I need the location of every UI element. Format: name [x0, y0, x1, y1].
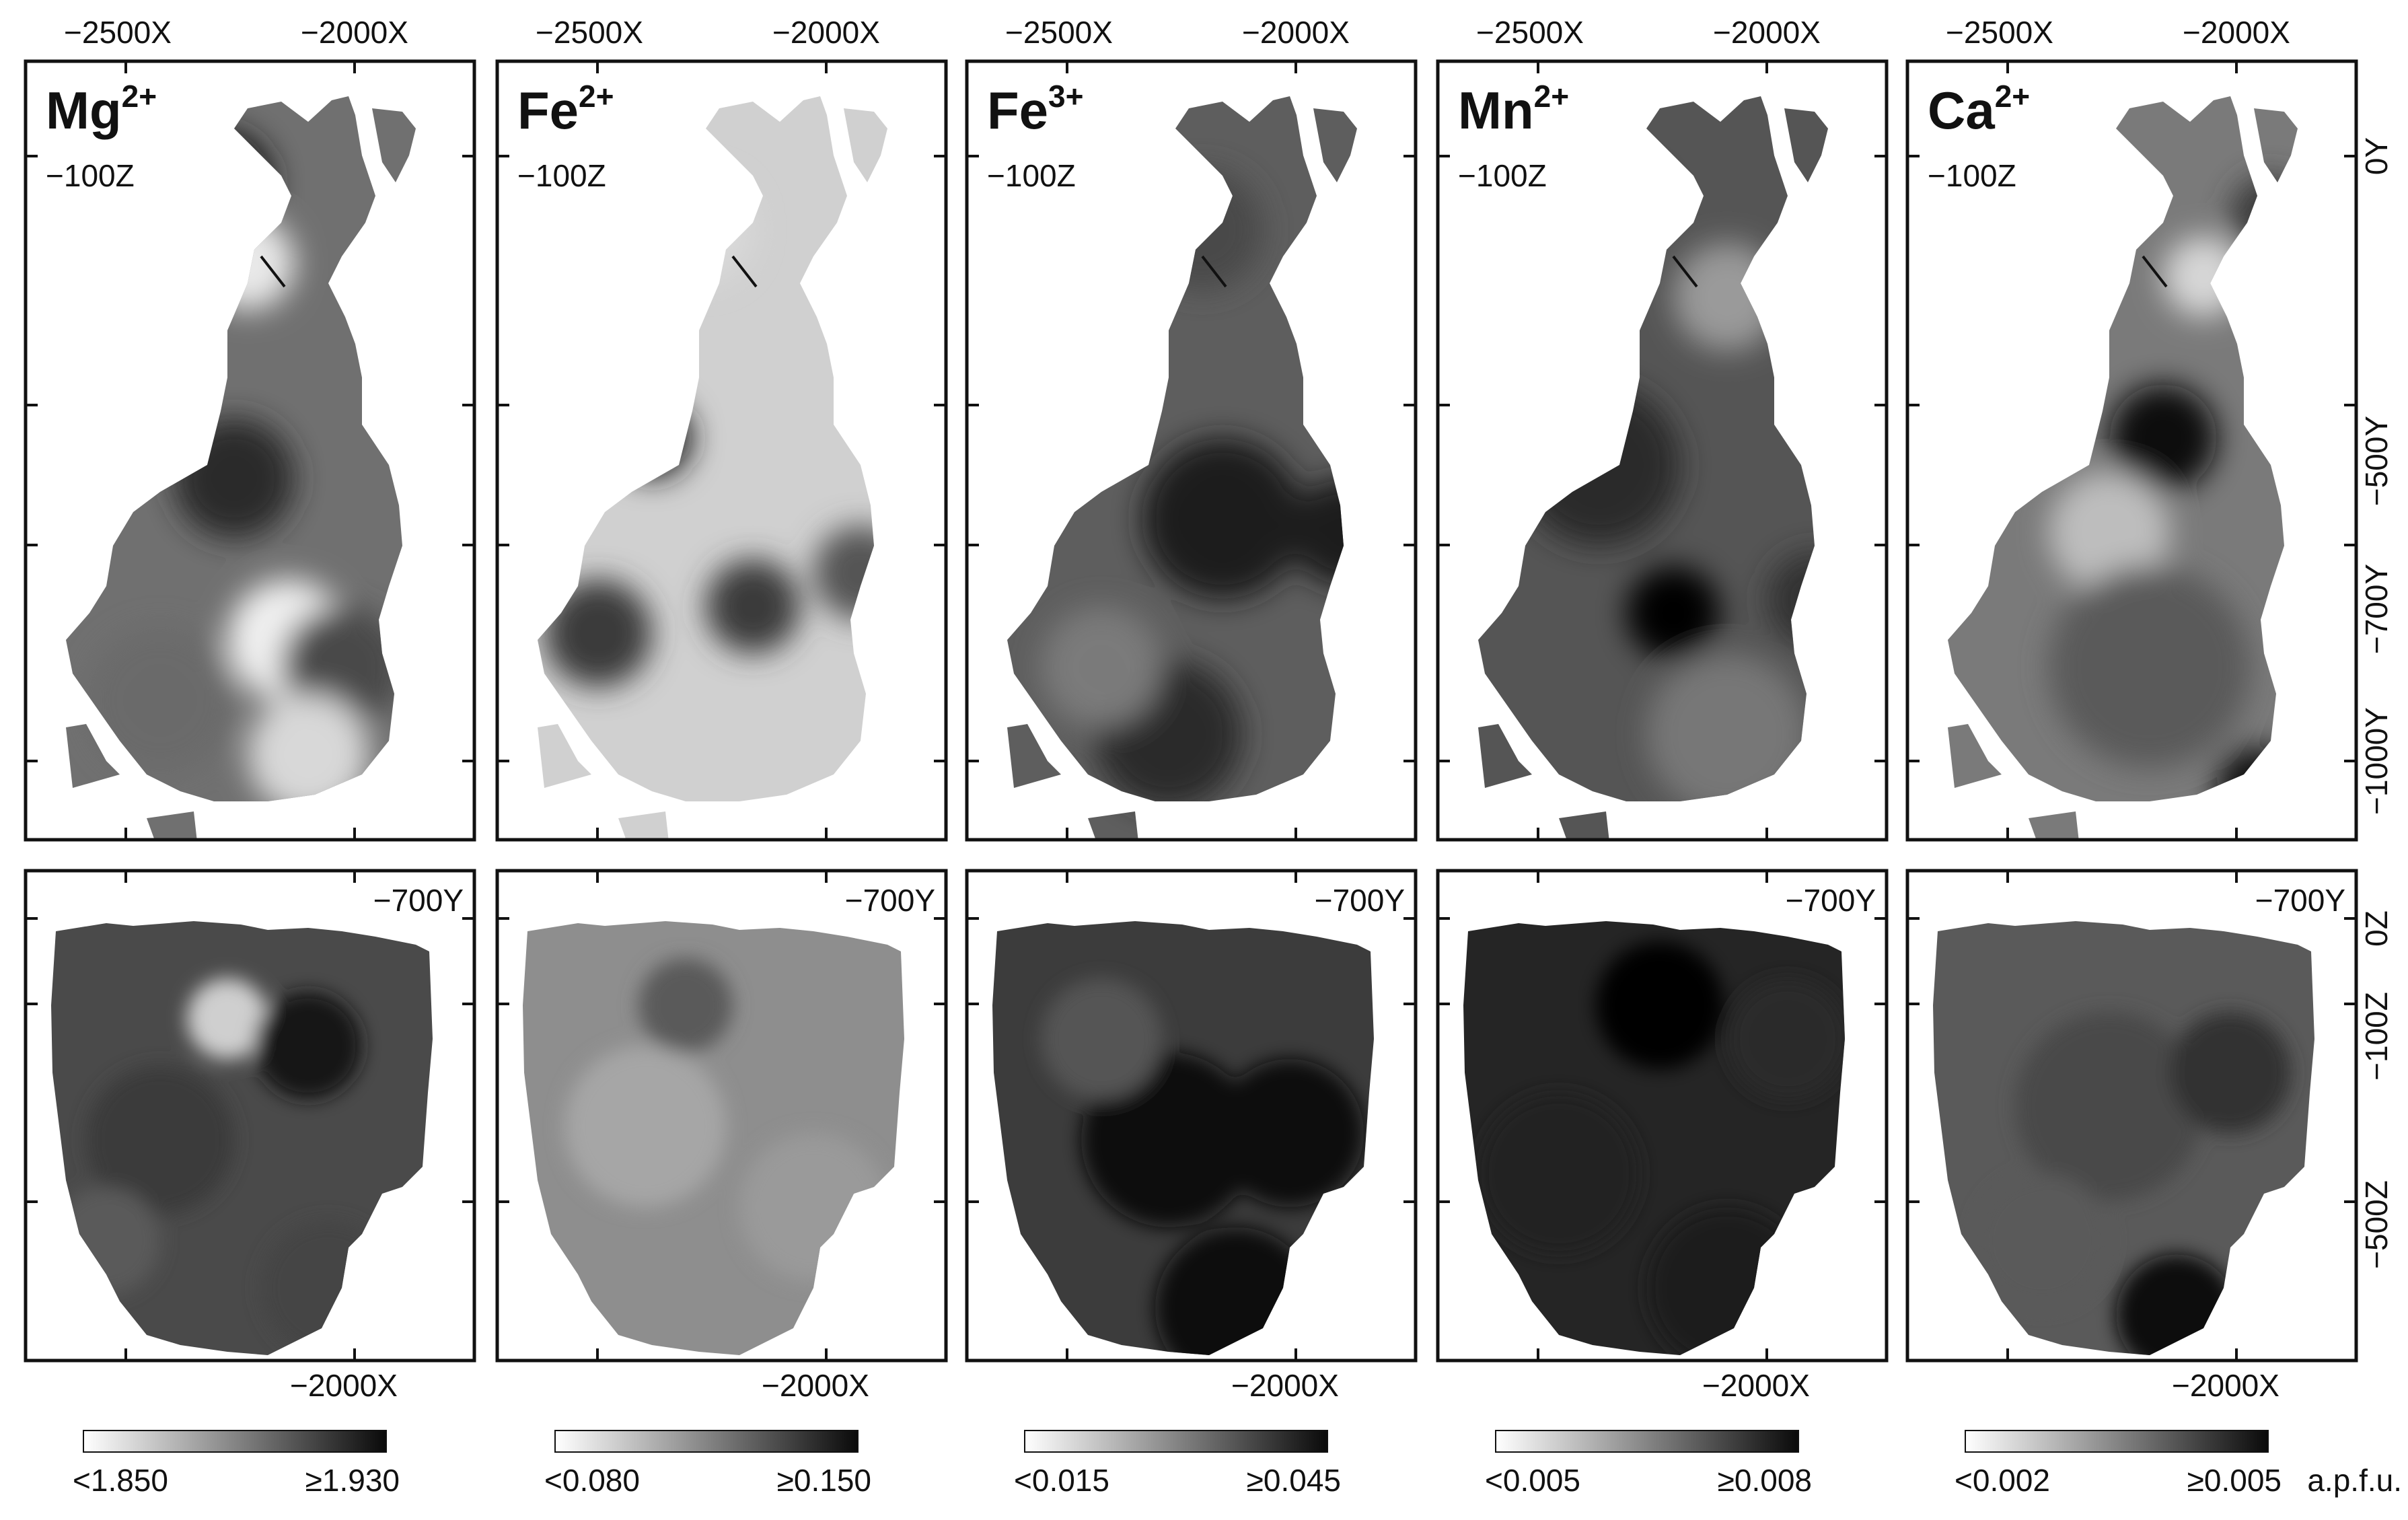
panel-frame [1905, 59, 2358, 842]
section-view-map: −700Y [24, 869, 476, 1363]
unit-label: a.p.f.u. [2307, 1463, 2402, 1498]
top-axis-tick-label: −2500X [1476, 15, 1584, 50]
top-axis-tick-label: −2000X [1242, 15, 1350, 50]
crack-line [1672, 255, 1698, 288]
panel-frame [495, 869, 948, 1363]
panel-frame [1436, 59, 1889, 842]
colorbar-max-label: ≥0.008 [1718, 1463, 1812, 1498]
section-view-map: −700Y [495, 869, 948, 1363]
top-axis-tick-label: −2000X [772, 15, 880, 50]
colorbar-min-label: <0.015 [1014, 1463, 1109, 1498]
section-view-map: −700Y [1436, 869, 1889, 1363]
colorbar-min-label: <0.005 [1485, 1463, 1580, 1498]
slice-label: −700Y [1786, 883, 1876, 918]
top-axis-tick-label: −2000X [2183, 15, 2290, 50]
top-axis-tick-label: −2500X [1946, 15, 2053, 50]
panel-frame [1905, 869, 2358, 1363]
slice-label: −700Y [2255, 883, 2345, 918]
colorbar-min-label: <1.850 [73, 1463, 168, 1498]
right-axis-label: 0Y [2359, 137, 2394, 175]
right-axis-label: −500Z [2359, 1180, 2394, 1269]
panel-fe3plus: −2500X −2000X Fe3+ −100Z −700Y −2000X <0.015 ≥0… [965, 15, 1418, 1498]
section-view-map: −700Y [965, 869, 1418, 1363]
right-axis-label: −500Y [2359, 416, 2394, 506]
colorbar [1965, 1430, 2269, 1453]
right-axis-label: −100Z [2359, 992, 2394, 1081]
colorbar-max-label: ≥1.930 [305, 1463, 400, 1498]
panel-frame [495, 59, 948, 842]
colorbar [83, 1430, 387, 1453]
panel-ca2plus: −2500X −2000X Ca2+ −100Z −700Y −2000X <0.002 ≥0… [1905, 15, 2402, 1498]
panel-frame [1436, 869, 1889, 1363]
slice-label: −700Y [1315, 883, 1405, 918]
plan-view-map: Fe2+ −100Z [495, 59, 948, 842]
slice-label: −100Z [517, 158, 606, 193]
plan-view-map: Fe3+ −100Z [965, 59, 1418, 842]
slice-label: −100Z [46, 158, 135, 193]
top-axis-tick-label: −2500X [64, 15, 172, 50]
bottom-axis-tick-label: −2000X [1702, 1368, 1810, 1403]
slice-label: −700Y [845, 883, 935, 918]
bottom-axis-tick-label: −2000X [2172, 1368, 2279, 1403]
right-axis-label: −700Y [2359, 564, 2394, 654]
section-view-map: −700Y [1905, 869, 2358, 1363]
colorbar-min-label: <0.080 [544, 1463, 640, 1498]
colorbar-max-label: ≥0.005 [2187, 1463, 2282, 1498]
panel-fe2plus: −2500X −2000X Fe2+ −100Z −700Y −2000X <0.080 ≥0… [495, 15, 948, 1498]
ion-label: Mn2+ [1458, 79, 1569, 140]
top-axis-tick-label: −2500X [536, 15, 643, 50]
bottom-axis-tick-label: −2000X [290, 1368, 398, 1403]
plan-view-map: Ca2+ −100Z [1905, 59, 2358, 842]
plan-view-map: Mn2+ −100Z [1436, 59, 1889, 842]
ion-label: Ca2+ [1928, 79, 2030, 140]
colorbar-max-label: ≥0.045 [1247, 1463, 1341, 1498]
panel-mg2plus: −2500X −2000X Mg2+ −100Z −700Y −2000X <1.850 ≥1… [24, 15, 476, 1498]
panel-frame [965, 59, 1418, 842]
slice-label: −100Z [1928, 158, 2016, 193]
panel-mn2plus: −2500X −2000X Mn2+ −100Z −700Y −2000X <0.005 ≥0… [1436, 15, 1889, 1498]
ion-label: Fe2+ [517, 79, 614, 140]
top-axis-tick-label: −2500X [1005, 15, 1113, 50]
panel-frame [24, 59, 476, 842]
right-axis-label: 0Z [2359, 910, 2394, 947]
colorbar [554, 1430, 859, 1453]
panel-frame [24, 869, 476, 1363]
bottom-axis-tick-label: −2000X [1231, 1368, 1339, 1403]
slice-label: −100Z [1458, 158, 1547, 193]
crack-line [1201, 255, 1227, 288]
plan-view-map: Mg2+ −100Z [24, 59, 476, 842]
ion-label: Mg2+ [46, 79, 157, 140]
colorbar-min-label: <0.002 [1955, 1463, 2050, 1498]
crack-line [731, 255, 758, 288]
panel-frame [965, 869, 1418, 1363]
top-axis-tick-label: −2000X [301, 15, 408, 50]
colorbar-max-label: ≥0.150 [777, 1463, 871, 1498]
colorbar [1024, 1430, 1328, 1453]
right-axis-label: −1000Y [2359, 707, 2394, 815]
crack-line [2142, 255, 2168, 288]
slice-label: −100Z [987, 158, 1076, 193]
bottom-axis-tick-label: −2000X [762, 1368, 869, 1403]
crack-line [260, 255, 286, 288]
colorbar [1495, 1430, 1799, 1453]
top-axis-tick-label: −2000X [1713, 15, 1821, 50]
slice-label: −700Y [373, 883, 464, 918]
ion-label: Fe3+ [987, 79, 1083, 140]
